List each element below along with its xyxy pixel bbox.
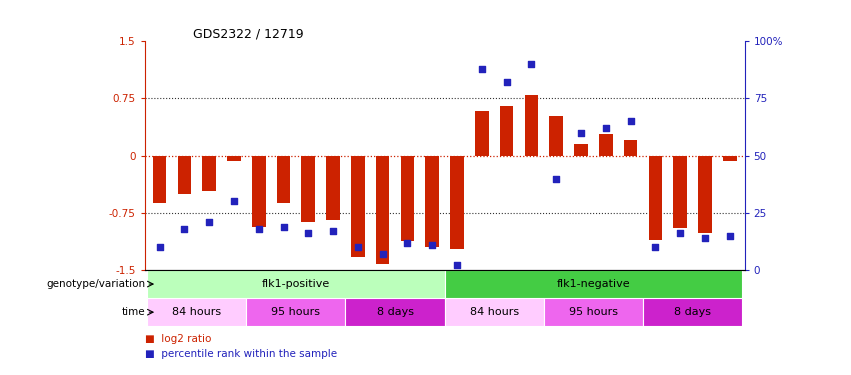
Bar bbox=[147, 298, 246, 326]
Text: 8 days: 8 days bbox=[376, 307, 414, 317]
Bar bbox=[574, 144, 588, 156]
Bar bbox=[544, 298, 643, 326]
Point bbox=[648, 244, 662, 250]
Text: ■  log2 ratio: ■ log2 ratio bbox=[145, 334, 211, 344]
Point bbox=[376, 251, 390, 257]
Point bbox=[227, 198, 241, 204]
Text: 95 hours: 95 hours bbox=[271, 307, 320, 317]
Bar bbox=[475, 111, 488, 156]
Bar bbox=[401, 156, 414, 241]
Text: genotype/variation: genotype/variation bbox=[47, 279, 146, 289]
Text: 84 hours: 84 hours bbox=[470, 307, 519, 317]
Point bbox=[152, 244, 166, 250]
Bar bbox=[178, 156, 191, 194]
Bar bbox=[346, 298, 444, 326]
Point bbox=[277, 224, 290, 230]
Point bbox=[426, 242, 439, 248]
Point bbox=[203, 219, 216, 225]
Text: 8 days: 8 days bbox=[674, 307, 711, 317]
Bar bbox=[351, 156, 365, 257]
Point bbox=[351, 244, 365, 250]
Bar bbox=[426, 156, 439, 247]
Bar bbox=[152, 156, 166, 203]
Bar bbox=[252, 156, 266, 226]
Point bbox=[574, 130, 588, 136]
Point bbox=[698, 235, 711, 241]
Point bbox=[301, 230, 315, 236]
Bar bbox=[550, 116, 563, 156]
Point bbox=[673, 230, 687, 236]
Bar bbox=[500, 106, 513, 156]
Bar bbox=[450, 156, 464, 249]
Bar bbox=[624, 140, 637, 156]
Bar bbox=[643, 298, 742, 326]
Bar bbox=[277, 156, 290, 203]
Bar bbox=[599, 134, 613, 156]
Text: flk1-positive: flk1-positive bbox=[262, 279, 330, 289]
Point bbox=[475, 66, 488, 72]
Point bbox=[326, 228, 340, 234]
Text: ■  percentile rank within the sample: ■ percentile rank within the sample bbox=[145, 350, 337, 359]
Text: 84 hours: 84 hours bbox=[172, 307, 221, 317]
Bar bbox=[698, 156, 711, 233]
Text: time: time bbox=[122, 307, 146, 317]
Bar bbox=[524, 94, 538, 156]
Point bbox=[500, 80, 513, 86]
Point bbox=[524, 61, 538, 67]
Bar bbox=[648, 156, 662, 240]
Point bbox=[401, 240, 414, 246]
Bar bbox=[673, 156, 687, 228]
Point bbox=[723, 232, 737, 239]
Bar bbox=[723, 156, 737, 161]
Bar bbox=[227, 156, 241, 161]
Point bbox=[550, 176, 563, 181]
Point bbox=[450, 262, 464, 268]
Bar bbox=[326, 156, 340, 220]
Point bbox=[624, 118, 637, 124]
Bar bbox=[203, 156, 216, 192]
Bar bbox=[376, 156, 390, 264]
Text: flk1-negative: flk1-negative bbox=[557, 279, 631, 289]
Point bbox=[252, 226, 266, 232]
Bar bbox=[301, 156, 315, 222]
Point bbox=[178, 226, 191, 232]
Bar bbox=[147, 270, 444, 298]
Bar bbox=[444, 298, 544, 326]
Bar bbox=[246, 298, 346, 326]
Point bbox=[599, 125, 613, 131]
Bar bbox=[444, 270, 742, 298]
Text: 95 hours: 95 hours bbox=[569, 307, 618, 317]
Text: GDS2322 / 12719: GDS2322 / 12719 bbox=[192, 27, 303, 40]
